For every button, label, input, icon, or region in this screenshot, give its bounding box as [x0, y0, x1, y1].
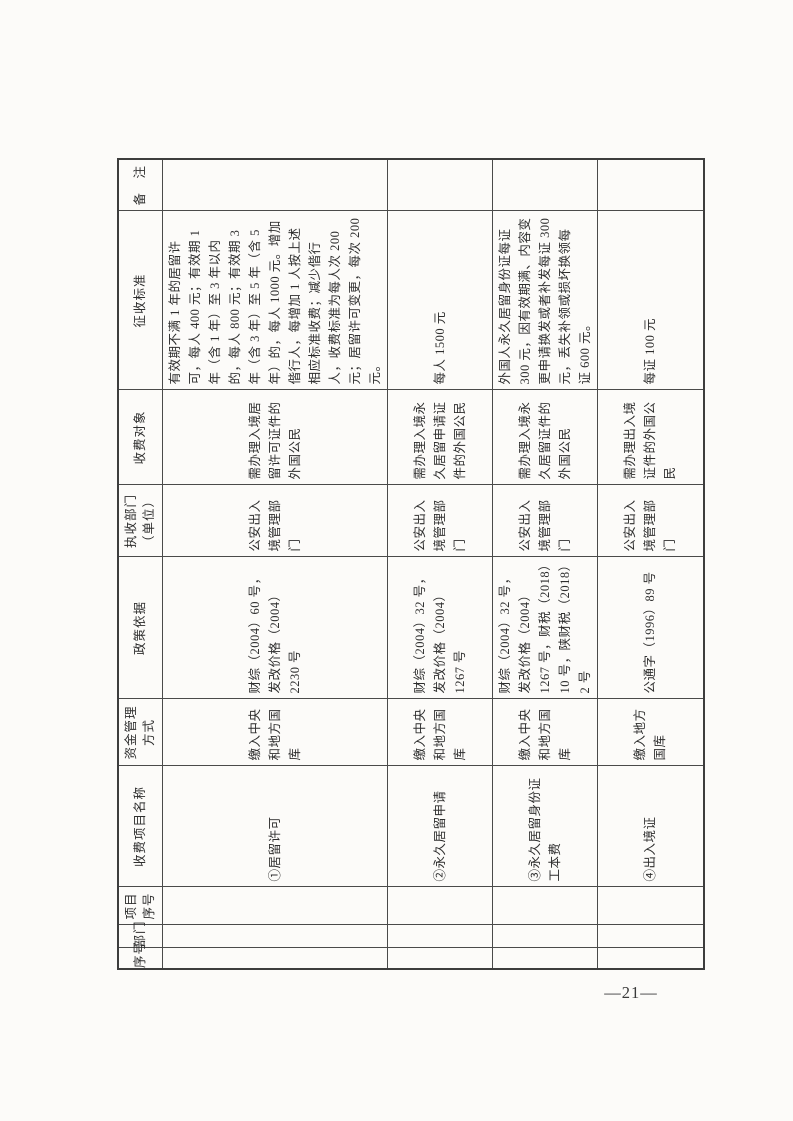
cell-dept — [387, 925, 492, 948]
page-number: —21— — [604, 983, 658, 1002]
cell-dept — [162, 925, 387, 948]
cell-seq — [597, 948, 704, 969]
cell-policy-basis: 财综（2004）32 号，发改价格（2004）1267 号 — [387, 557, 492, 699]
cell-collecting-dept: 公安出入境管理部门 — [492, 485, 597, 557]
cell-policy-basis: 财综（2004）60 号，发改价格（2004）2230 号 — [162, 557, 387, 699]
cell-policy-basis: 公通字（1996）89 号 — [597, 557, 704, 699]
table-row: ②永久居留申请 缴入中央和地方国库 财综（2004）32 号，发改价格（2004… — [387, 159, 492, 969]
fee-schedule-table: 序号 部门 项目 序号 收费项目名称 资金管理 方式 政策依据 执收部门 （单位… — [117, 158, 705, 970]
cell-standard: 每证 100 元 — [597, 211, 704, 390]
cell-item-name: ②永久居留申请 — [387, 766, 492, 887]
cell-note — [597, 159, 704, 211]
cell-fund-mgmt: 缴入中央和地方国库 — [387, 699, 492, 766]
col-header-seq: 序号 — [118, 941, 162, 969]
cell-item-no — [492, 887, 597, 925]
cell-policy-basis: 财综（2004）32 号，发改价格（2004）1267 号，财税（2018）10… — [492, 557, 597, 699]
cell-collecting-dept: 公安出入境管理部门 — [597, 485, 704, 557]
table-row: ③永久居留身份证工本费 缴入中央和地方国库 财综（2004）32 号，发改价格（… — [492, 159, 597, 969]
cell-item-name: ③永久居留身份证工本费 — [492, 766, 597, 887]
cell-standard: 每人 1500 元 — [387, 211, 492, 390]
col-header-fund-mgmt: 资金管理 方式 — [118, 699, 162, 766]
col-header-collecting-dept: 执收部门 （单位） — [118, 485, 162, 557]
table-row: ④出入境证 缴入地方国库 公通字（1996）89 号 公安出入境管理部门 需办理… — [597, 159, 704, 969]
col-header-item-name: 收费项目名称 — [118, 766, 162, 887]
cell-seq — [492, 948, 597, 969]
rotated-table-region: 序号 部门 项目 序号 收费项目名称 资金管理 方式 政策依据 执收部门 （单位… — [117, 158, 705, 971]
cell-seq — [162, 948, 387, 969]
cell-item-name: ④出入境证 — [597, 766, 704, 887]
cell-fund-mgmt: 缴入中央和地方国库 — [162, 699, 387, 766]
cell-standard: 外国人永久居留身份证每证 300 元，因有效期满、内容变更申请换发或者补发每证 … — [492, 211, 597, 390]
cell-note — [492, 159, 597, 211]
col-header-dept: 部门 — [118, 920, 162, 948]
cell-fund-mgmt: 缴入中央和地方国库 — [492, 699, 597, 766]
cell-standard: 有效期不满 1 年的居留许可，每人 400 元；有效期 1 年（含 1 年）至 … — [162, 211, 387, 390]
cell-item-no — [162, 887, 387, 925]
cell-fee-target: 需办理出入境证件的外国公民 — [597, 390, 704, 485]
cell-fee-target: 需办理入境居留许可证件的外国公民 — [162, 390, 387, 485]
col-header-note: 备 注 — [118, 159, 162, 211]
cell-item-no — [597, 887, 704, 925]
cell-dept — [597, 925, 704, 948]
col-header-policy-basis: 政策依据 — [118, 557, 162, 699]
cell-note — [387, 159, 492, 211]
cell-item-no — [387, 887, 492, 925]
table-row: ①居留许可 缴入中央和地方国库 财综（2004）60 号，发改价格（2004）2… — [162, 159, 387, 969]
cell-dept — [492, 925, 597, 948]
cell-fee-target: 需办理入境永久居留证件的外国公民 — [492, 390, 597, 485]
cell-collecting-dept: 公安出入境管理部门 — [162, 485, 387, 557]
cell-item-name: ①居留许可 — [162, 766, 387, 887]
cell-seq — [387, 948, 492, 969]
fee-table-rotated-wrapper: 序号 部门 项目 序号 收费项目名称 资金管理 方式 政策依据 执收部门 （单位… — [117, 158, 705, 970]
cell-note — [162, 159, 387, 211]
header-row: 序号 部门 项目 序号 收费项目名称 资金管理 方式 政策依据 执收部门 （单位… — [118, 159, 162, 969]
cell-fee-target: 需办理入境永久居留申请证件的外国公民 — [387, 390, 492, 485]
col-header-standard: 征收标准 — [118, 211, 162, 390]
col-header-item-no: 项目 序号 — [118, 887, 162, 925]
cell-fund-mgmt: 缴入地方国库 — [597, 699, 704, 766]
cell-collecting-dept: 公安出入境管理部门 — [387, 485, 492, 557]
col-header-fee-target: 收费对象 — [118, 390, 162, 485]
